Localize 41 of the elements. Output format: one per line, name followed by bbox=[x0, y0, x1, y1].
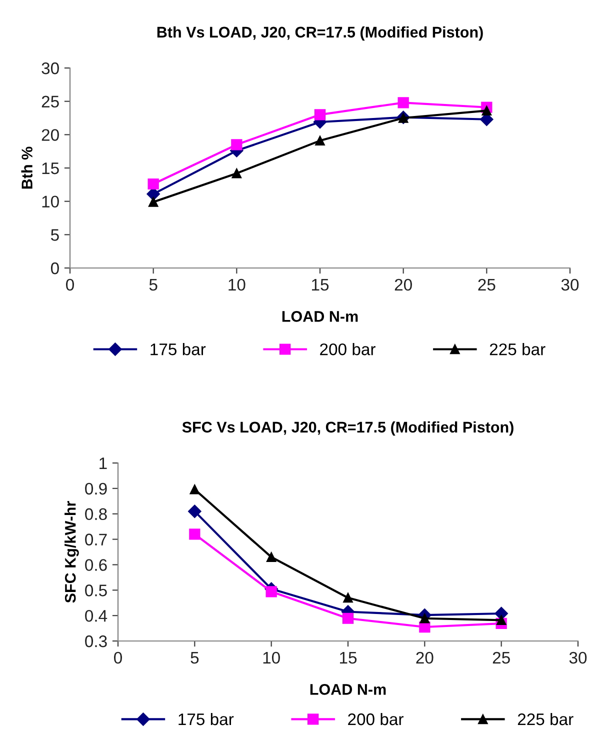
y-tick-label: 0.3 bbox=[85, 635, 107, 648]
x-tick-label: 0 bbox=[66, 278, 74, 291]
x-tick-label: 0 bbox=[114, 652, 122, 664]
y-tick-label: 0 bbox=[50, 262, 59, 274]
y-axis-title: SFC Kg/kW-hr bbox=[64, 501, 79, 603]
x-tick-label: 5 bbox=[190, 652, 199, 664]
legend-label: 200 bar bbox=[348, 712, 404, 726]
chart-title: SFC Vs LOAD, J20, CR=17.5 (Modified Piston) bbox=[182, 421, 514, 436]
y-tick-label: 10 bbox=[42, 196, 59, 208]
y-tick-label: 0.6 bbox=[85, 559, 107, 571]
x-tick-label: 15 bbox=[340, 652, 357, 664]
y-tick-label: 5 bbox=[50, 229, 59, 241]
y-tick-label: 0.4 bbox=[85, 610, 108, 622]
x-axis-title: LOAD N-m bbox=[282, 311, 358, 322]
y-tick-label: 20 bbox=[42, 129, 59, 141]
legend-label: 225 bar bbox=[490, 343, 546, 356]
x-tick-label: 25 bbox=[492, 652, 510, 664]
x-tick-label: 10 bbox=[228, 278, 246, 291]
y-tick-label: 0.7 bbox=[85, 534, 107, 546]
y-axis-title: Bth % bbox=[21, 146, 32, 189]
legend-label: 175 bar bbox=[150, 343, 206, 356]
y-tick-label: 0.5 bbox=[85, 584, 107, 596]
x-tick-label: 25 bbox=[478, 278, 496, 291]
legend-label: 200 bar bbox=[320, 343, 376, 356]
x-tick-label: 15 bbox=[312, 279, 329, 291]
x-tick-label: 20 bbox=[394, 278, 412, 291]
y-tick-label: 1 bbox=[100, 458, 107, 470]
x-tick-label: 5 bbox=[149, 279, 158, 291]
y-tick-label: 0.8 bbox=[85, 508, 107, 520]
y-tick-label: 15 bbox=[42, 162, 59, 174]
y-tick-label: 0.9 bbox=[85, 482, 107, 495]
y-tick-label: 25 bbox=[42, 96, 59, 108]
legend-label: 175 bar bbox=[178, 712, 234, 726]
x-tick-label: 20 bbox=[416, 652, 434, 664]
x-tick-label: 30 bbox=[569, 652, 587, 664]
chart-title: Bth Vs LOAD, J20, CR=17.5 (Modified Piston) bbox=[157, 26, 483, 41]
x-tick-label: 30 bbox=[561, 278, 579, 291]
legend-label: 225 bar bbox=[518, 712, 574, 726]
x-tick-label: 10 bbox=[263, 652, 280, 664]
x-axis-title: LOAD N-m bbox=[310, 684, 386, 695]
y-tick-label: 30 bbox=[42, 62, 59, 74]
